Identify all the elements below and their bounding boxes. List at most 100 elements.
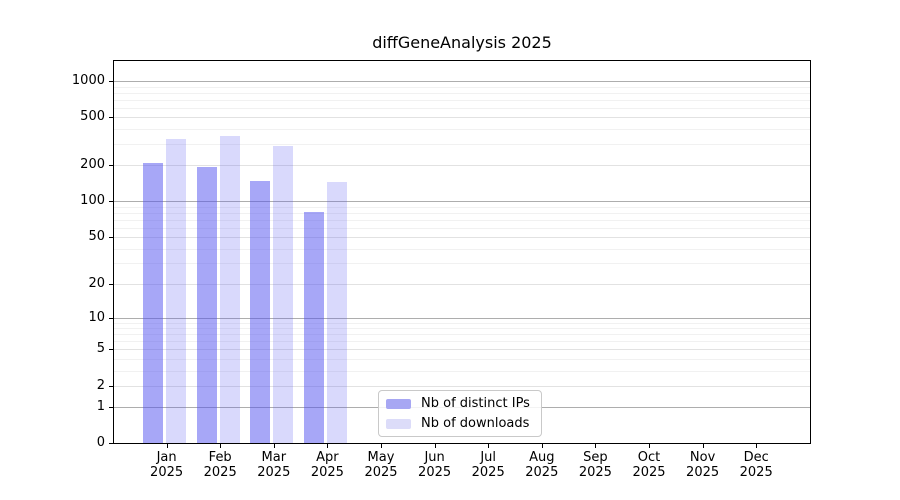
legend: Nb of distinct IPs Nb of downloads [378,390,542,437]
chart-title: diffGeneAnalysis 2025 [372,33,552,52]
x-tick-month: Apr [316,450,339,465]
minor-gridline [114,328,810,330]
bars-layer [114,61,810,443]
x-tick-mark [435,444,436,448]
y-axis-tick-label: 1000 [71,73,105,89]
x-tick-mark [488,444,489,448]
x-tick-year: 2025 [364,465,398,480]
x-tick-year: 2025 [257,465,291,480]
gridline [114,117,810,119]
x-tick-year: 2025 [150,465,184,480]
minor-gridline [114,322,810,324]
x-tick-year: 2025 [418,465,452,480]
legend-label-downloads: Nb of downloads [421,415,530,431]
minor-gridline [114,263,810,265]
gridline [114,237,810,239]
gridline [114,81,810,83]
x-tick-mark [381,444,382,448]
y-tick-mark [109,284,113,285]
gridline [114,283,810,285]
x-tick-month: Sep [583,450,608,465]
x-axis-tick-label: May 2025 [349,450,413,480]
y-axis-tick-label: 1 [96,398,105,414]
bar-nb-of-downloads-jan [166,138,187,443]
legend-swatch-distinct-ips [386,398,411,409]
bar-nb-of-distinct-ips-apr [304,211,324,443]
y-tick-mark [109,117,113,118]
x-tick-mark [327,444,328,448]
gridline [114,349,810,351]
plot-area: Nb of distinct IPs Nb of downloads [113,60,811,444]
minor-gridline [114,341,810,343]
x-axis-tick-label: Feb 2025 [188,450,252,480]
x-axis-tick-label: Jul 2025 [456,450,520,480]
x-tick-month: Jun [424,450,445,465]
x-axis-tick-label: Mar 2025 [242,450,306,480]
y-axis-tick-label: 0 [96,435,105,451]
minor-gridline [114,358,810,360]
y-axis-tick-label: 50 [88,229,105,245]
minor-gridline [114,107,810,109]
minor-gridline [114,227,810,229]
minor-gridline [114,92,810,94]
y-tick-mark [109,386,113,387]
x-tick-mark [542,444,543,448]
y-axis-tick-label: 100 [80,193,105,209]
minor-gridline [114,206,810,208]
x-tick-year: 2025 [310,465,344,480]
x-tick-year: 2025 [525,465,559,480]
y-tick-mark [109,81,113,82]
minor-gridline [114,86,810,88]
x-tick-year: 2025 [739,465,773,480]
x-axis-tick-label: Oct 2025 [617,450,681,480]
gridlines-layer [114,61,810,443]
x-axis-tick-label: Apr 2025 [295,450,359,480]
x-axis-tick-label: Nov 2025 [671,450,735,480]
bar-nb-of-downloads-mar [273,145,294,443]
x-tick-month: Jul [480,450,497,465]
minor-gridline [114,99,810,101]
x-tick-year: 2025 [203,465,237,480]
x-axis-tick-label: Jun 2025 [403,450,467,480]
x-tick-mark [649,444,650,448]
minor-gridline [114,129,810,131]
x-tick-year: 2025 [578,465,612,480]
legend-item-distinct-ips: Nb of distinct IPs [386,396,533,412]
x-axis-tick-label: Jan 2025 [135,450,199,480]
y-axis-tick-label: 20 [88,275,105,291]
x-tick-year: 2025 [686,465,720,480]
x-tick-month: Mar [261,450,287,465]
x-tick-month: Jan [156,450,177,465]
legend-label-distinct-ips: Nb of distinct IPs [421,395,530,411]
minor-gridline [114,219,810,221]
gridline [114,165,810,167]
x-tick-mark [703,444,704,448]
legend-item-downloads: Nb of downloads [386,416,533,432]
y-axis-tick-label: 10 [88,309,105,325]
bar-nb-of-downloads-feb [219,136,240,443]
x-tick-month: Oct [637,450,661,465]
y-tick-mark [109,407,113,408]
gridline [114,201,810,203]
y-tick-mark [109,237,113,238]
minor-gridline [114,370,810,372]
x-tick-mark [167,444,168,448]
x-axis-tick-label: Sep 2025 [563,450,627,480]
y-tick-mark [109,201,113,202]
x-axis-tick-label: Aug 2025 [510,450,574,480]
x-tick-year: 2025 [632,465,666,480]
x-tick-month: Feb [208,450,232,465]
legend-swatch-downloads [386,418,411,429]
minor-gridline [114,212,810,214]
y-axis-tick-label: 200 [80,157,105,173]
y-axis-tick-label: 500 [80,109,105,125]
x-tick-month: Aug [529,450,555,465]
x-tick-mark [220,444,221,448]
x-tick-month: Dec [743,450,769,465]
minor-gridline [114,334,810,336]
x-tick-year: 2025 [471,465,505,480]
x-tick-mark [595,444,596,448]
gridline [114,385,810,387]
bar-nb-of-distinct-ips-mar [250,180,271,443]
